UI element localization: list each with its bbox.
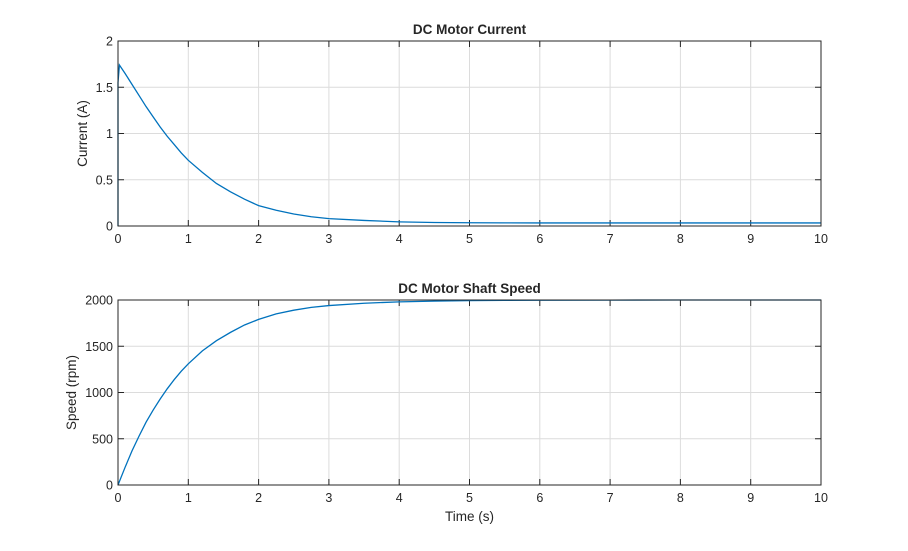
x-tick-label: 6: [536, 491, 543, 505]
x-tick-label: 1: [185, 491, 192, 505]
x-tick-label: 4: [396, 232, 403, 246]
current-axes: 0 1 2 3 4 5 6 7 8 9 10 0 0.5 1 1.5 2 DC Motor Current Cur…: [75, 22, 828, 246]
x-tick-label: 0: [115, 491, 122, 505]
axes-frame: [117, 40, 822, 227]
x-tick-label: 1: [185, 232, 192, 246]
y-tick-label: 1500: [85, 340, 113, 354]
x-tick-label: 5: [466, 491, 473, 505]
y-tick-label: 1000: [85, 386, 113, 400]
y-tick-label: 1.5: [96, 81, 113, 95]
x-tick-label: 5: [466, 232, 473, 246]
chart-title: DC Motor Shaft Speed: [398, 281, 541, 296]
y-axis-label: Current (A): [75, 100, 90, 167]
x-tick-label: 7: [607, 232, 614, 246]
x-axis-label: Time (s): [445, 509, 494, 524]
x-tick-label: 3: [325, 491, 332, 505]
y-tick-label: 0: [106, 220, 113, 234]
x-tick-label: 8: [677, 491, 684, 505]
x-tick-label: 6: [536, 232, 543, 246]
chart-title: DC Motor Current: [413, 22, 527, 37]
speed-axes: 0 1 2 3 4 5 6 7 8 9 10 0 500 1000 1500 2000 DC Motor Sha…: [64, 281, 828, 524]
y-axis-label: Speed (rpm): [64, 355, 79, 430]
axes-frame: [117, 299, 822, 486]
y-tick-label: 0: [106, 479, 113, 493]
y-tick-label: 2000: [85, 294, 113, 308]
x-tick-label: 9: [747, 232, 754, 246]
y-tick-label: 2: [106, 35, 113, 49]
x-tick-label: 10: [814, 491, 828, 505]
x-tick-label: 8: [677, 232, 684, 246]
x-tick-label: 0: [115, 232, 122, 246]
series-line: [117, 63, 821, 226]
x-tick-label: 9: [747, 491, 754, 505]
y-tick-label: 500: [92, 432, 113, 446]
x-tick-label: 2: [255, 232, 262, 246]
x-tick-label: 10: [814, 232, 828, 246]
x-tick-label: 3: [325, 232, 332, 246]
y-tick-label: 1: [106, 127, 113, 141]
x-tick-label: 4: [396, 491, 403, 505]
x-tick-label: 2: [255, 491, 262, 505]
y-tick-label: 0.5: [96, 173, 113, 187]
x-tick-label: 7: [607, 491, 614, 505]
